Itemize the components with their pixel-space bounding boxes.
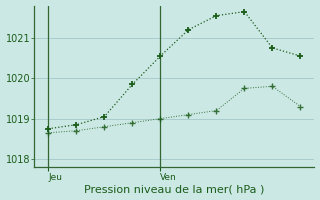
X-axis label: Pression niveau de la mer( hPa ): Pression niveau de la mer( hPa ) <box>84 184 265 194</box>
